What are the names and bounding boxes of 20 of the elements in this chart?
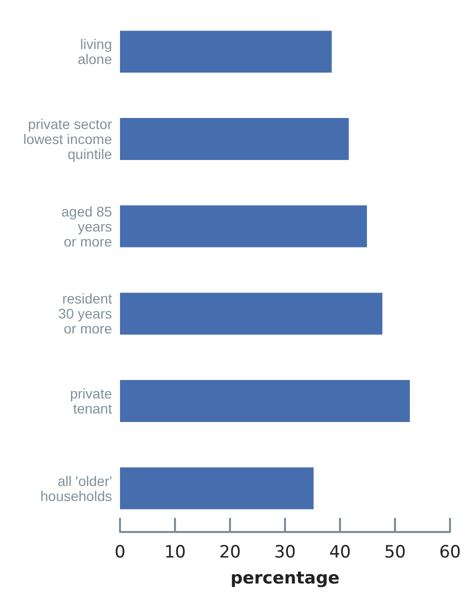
y-tick-label: living alone	[78, 36, 112, 68]
x-tick-label: 20	[219, 542, 241, 562]
x-tick-label: 60	[439, 542, 461, 562]
x-tick-label: 50	[384, 542, 406, 562]
y-tick-label: private tenant	[70, 386, 112, 416]
x-tick-label: 10	[164, 542, 186, 562]
x-axis-title: percentage	[230, 568, 340, 588]
bar	[120, 205, 367, 248]
bar	[120, 380, 410, 422]
y-tick-label: aged 85 years or more	[61, 203, 112, 250]
x-tick-label: 0	[114, 542, 126, 562]
x-tick-label: 40	[329, 542, 351, 562]
y-tick-label: resident 30 years or more	[58, 290, 112, 337]
bar	[120, 118, 349, 160]
bar	[120, 467, 314, 510]
y-tick-label: private sector lowest income quintile	[23, 116, 112, 162]
x-tick-label: 30	[274, 542, 296, 562]
bar	[120, 30, 332, 73]
y-tick-label: all 'older' households	[40, 472, 112, 504]
bar	[120, 292, 382, 335]
